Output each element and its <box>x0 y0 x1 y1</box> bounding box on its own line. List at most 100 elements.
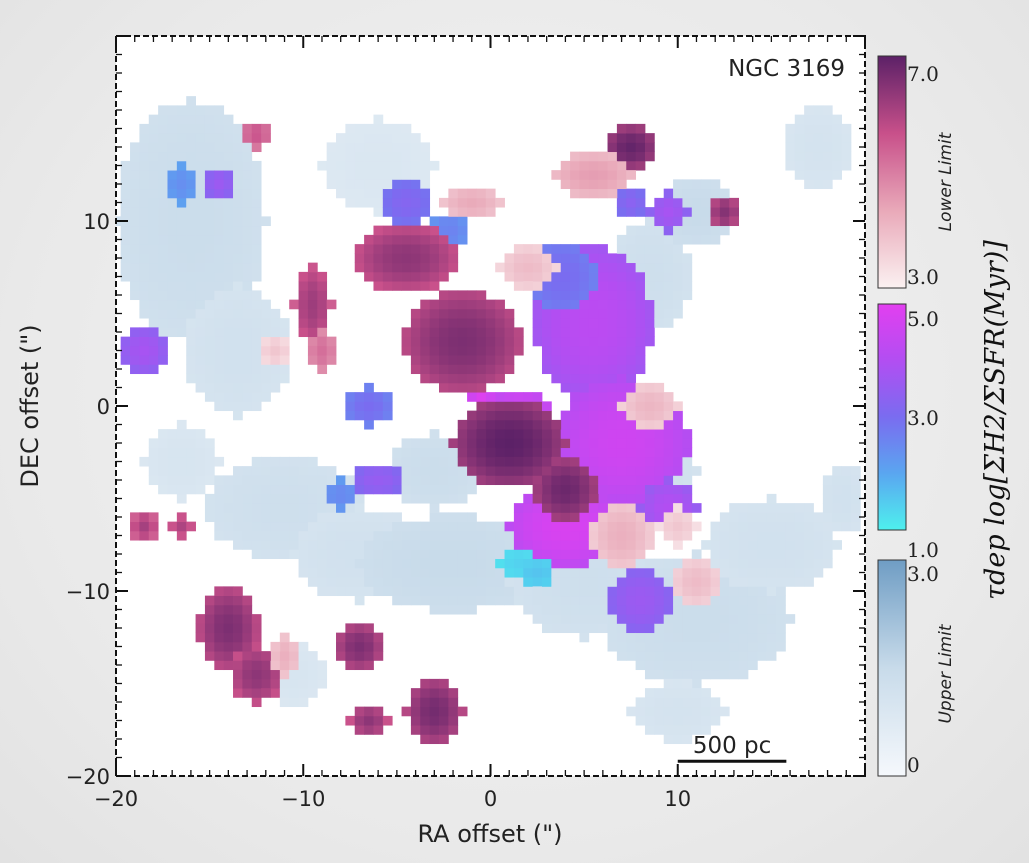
pixel-upper-limit <box>588 567 599 578</box>
pixel-lower-limit <box>457 373 468 384</box>
pixel-upper-limit <box>167 151 178 162</box>
pixel-upper-limit <box>448 484 459 495</box>
pixel-lower-limit <box>523 447 534 458</box>
pixel-lower-limit <box>448 438 459 449</box>
pixel-upper-limit <box>701 725 711 735</box>
pixel-lower-limit <box>251 697 262 708</box>
pixel-lower-limit <box>663 392 674 402</box>
pixel-upper-limit <box>242 521 253 532</box>
pixel-lower-limit <box>439 678 449 689</box>
pixel-upper-limit <box>373 188 384 199</box>
pixel-detection <box>223 179 234 190</box>
pixel-upper-limit <box>401 595 412 606</box>
pixel-upper-limit <box>616 651 627 661</box>
pixel-upper-limit <box>251 549 262 560</box>
pixel-detection <box>588 392 599 402</box>
pixel-upper-limit <box>279 512 290 523</box>
pixel-lower-limit <box>607 188 618 199</box>
x-axis-label: RA offset (") <box>417 820 562 848</box>
pixel-upper-limit <box>261 521 271 532</box>
pixel-upper-limit <box>223 493 234 504</box>
pixel-upper-limit <box>214 133 225 143</box>
pixel-upper-limit <box>233 308 243 319</box>
pixel-upper-limit <box>663 262 674 273</box>
pixel-detection <box>598 447 608 458</box>
pixel-upper-limit <box>270 382 281 393</box>
pixel-lower-limit <box>598 521 608 532</box>
pixel-detection <box>551 373 562 384</box>
pixel-upper-limit <box>289 540 299 550</box>
pixel-upper-limit <box>579 595 590 606</box>
pixel-upper-limit <box>214 318 225 328</box>
pixel-lower-limit <box>429 706 440 717</box>
pixel-upper-limit <box>457 595 468 606</box>
pixel-upper-limit <box>120 170 131 180</box>
pixel-upper-limit <box>373 170 384 180</box>
pixel-lower-limit <box>307 345 318 356</box>
pixel-upper-limit <box>551 586 562 597</box>
pixel-upper-limit <box>822 540 833 550</box>
pixel-upper-limit <box>701 651 711 661</box>
pixel-lower-limit <box>541 271 552 282</box>
pixel-upper-limit <box>233 234 243 245</box>
pixel-detection <box>588 419 599 430</box>
pixel-lower-limit <box>420 688 431 698</box>
pixel-lower-limit <box>214 604 225 615</box>
pixel-upper-limit <box>429 540 440 550</box>
pixel-lower-limit <box>429 678 440 689</box>
pixel-upper-limit <box>270 521 281 532</box>
pixel-upper-limit <box>654 262 665 273</box>
pixel-detection <box>560 530 571 541</box>
y-tick-label: −20 <box>66 765 110 789</box>
pixel-lower-limit <box>429 336 440 347</box>
pixel-upper-limit <box>251 456 262 467</box>
pixel-detection <box>644 484 655 495</box>
pixel-upper-limit <box>204 105 215 116</box>
pixel-lower-limit <box>204 641 215 652</box>
pixel-upper-limit <box>214 290 225 301</box>
pixel-upper-limit <box>336 142 346 153</box>
pixel-upper-limit <box>242 244 253 254</box>
pixel-upper-limit <box>738 669 749 680</box>
pixel-detection <box>513 512 524 523</box>
pixel-upper-limit <box>148 160 159 171</box>
pixel-detection <box>588 281 599 291</box>
pixel-detection <box>570 364 580 375</box>
pixel-detection <box>644 429 655 439</box>
pixel-lower-limit <box>261 345 271 356</box>
pixel-upper-limit <box>336 530 346 541</box>
pixel-lower-limit <box>467 456 477 467</box>
pixel-lower-limit <box>223 595 234 606</box>
pixel-lower-limit <box>513 466 524 476</box>
pixel-lower-limit <box>439 345 449 356</box>
pixel-upper-limit <box>757 595 768 606</box>
pixel-upper-limit <box>139 253 150 264</box>
pixel-lower-limit <box>626 558 637 569</box>
pixel-detection <box>626 207 637 217</box>
pixel-upper-limit <box>364 521 374 532</box>
pixel-lower-limit <box>354 660 365 671</box>
pixel-detection <box>616 456 627 467</box>
pixel-upper-limit <box>289 503 299 513</box>
pixel-lower-limit <box>270 660 281 671</box>
pixel-upper-limit <box>410 456 421 467</box>
pixel-upper-limit <box>139 179 150 190</box>
pixel-upper-limit <box>747 660 758 671</box>
pixel-detection <box>626 466 637 476</box>
pixel-lower-limit <box>616 401 627 412</box>
pixel-detection <box>354 392 365 402</box>
pixel-upper-limit <box>747 530 758 541</box>
pixel-detection <box>570 327 580 338</box>
pixel-upper-limit <box>186 364 196 375</box>
pixel-upper-limit <box>644 234 655 245</box>
pixel-lower-limit <box>476 447 487 458</box>
pixel-detection <box>504 567 515 578</box>
pixel-upper-limit <box>785 614 796 624</box>
pixel-upper-limit <box>148 133 159 143</box>
pixel-lower-limit <box>495 466 505 476</box>
pixel-upper-limit <box>204 123 215 134</box>
pixel-upper-limit <box>448 493 459 504</box>
pixel-detection <box>551 271 562 282</box>
pixel-detection <box>420 197 431 208</box>
pixel-lower-limit <box>373 715 384 726</box>
